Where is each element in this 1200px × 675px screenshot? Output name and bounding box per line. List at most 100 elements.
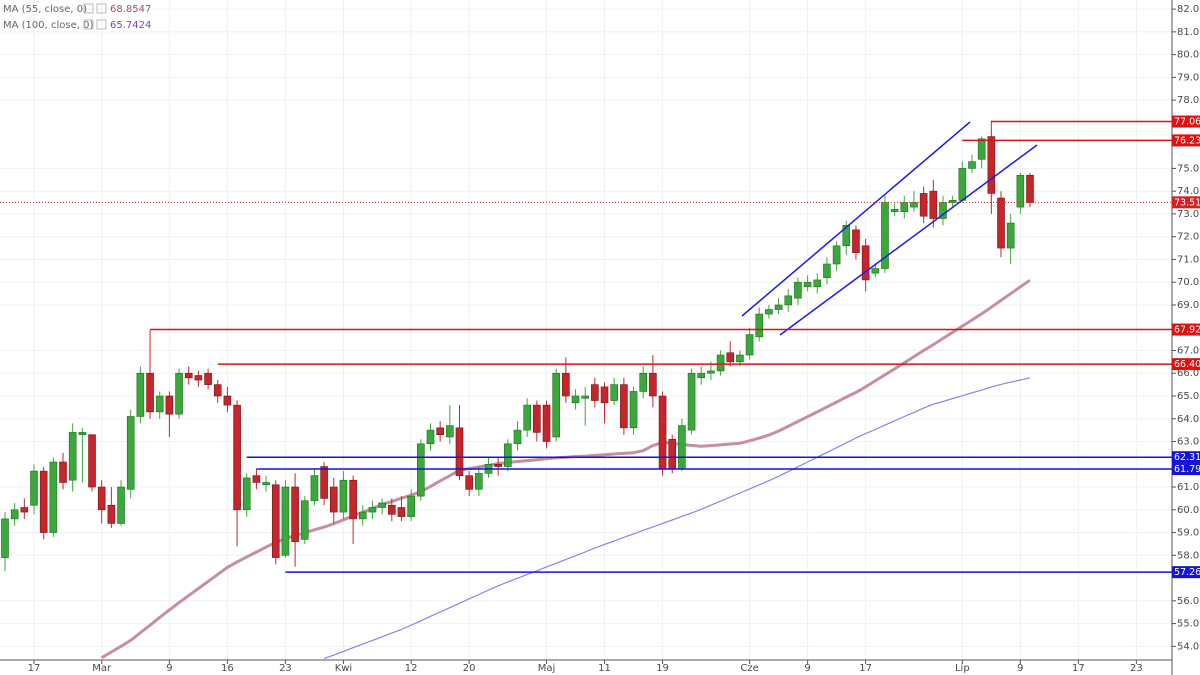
- candle-body: [291, 486, 299, 542]
- y-tick-label: 56.00: [1177, 596, 1200, 607]
- candle-body: [794, 281, 802, 299]
- level-box: [1172, 323, 1200, 336]
- level-label: 77.06: [1174, 117, 1200, 128]
- y-tick-label: 65.00: [1177, 391, 1200, 402]
- candle-body: [523, 404, 531, 431]
- candle-body: [571, 395, 580, 404]
- x-tick-label: 23: [279, 663, 292, 674]
- candle-body: [358, 511, 367, 520]
- x-tick-label: 9: [804, 663, 810, 674]
- x-tick-label: Lip: [955, 663, 970, 674]
- legend-name: MA (55, close, 0): [3, 4, 87, 15]
- candle-body: [378, 502, 386, 508]
- y-tick-label: 60.00: [1177, 505, 1200, 516]
- candle-body: [387, 504, 396, 515]
- x-tick-label: 23: [1130, 663, 1143, 674]
- legend: MA (55, close, 0) 68.8547 MA (100, close, …: [3, 3, 151, 31]
- candle-body: [513, 429, 522, 445]
- candle-body: [591, 384, 599, 401]
- candle-body: [136, 372, 145, 417]
- x-tick-label: 17: [859, 663, 872, 674]
- candle-body: [987, 136, 996, 194]
- legend-icon: [83, 3, 94, 14]
- x-tick-label: 12: [405, 663, 418, 674]
- level-box: [1172, 566, 1200, 579]
- candle-body: [194, 375, 203, 381]
- y-tick-label: 79.00: [1177, 72, 1200, 83]
- legend-icon: [96, 3, 107, 14]
- y-tick-label: 72.00: [1177, 232, 1200, 243]
- level-label: 76.23: [1174, 135, 1200, 146]
- candle-body: [126, 416, 135, 490]
- candle-body: [349, 479, 357, 520]
- candle-body: [552, 372, 560, 438]
- candle-body: [842, 225, 851, 247]
- candle-body: [368, 507, 377, 513]
- candle-body: [774, 304, 783, 310]
- y-tick-label: 69.00: [1177, 300, 1200, 311]
- candle-body: [213, 384, 222, 397]
- candle-body: [600, 386, 609, 404]
- candle-body: [233, 404, 241, 511]
- candle-body: [668, 438, 677, 470]
- candle-body: [475, 473, 483, 490]
- candle-body: [649, 372, 657, 397]
- level-label: 61.79: [1174, 464, 1200, 475]
- candle-body: [977, 138, 986, 160]
- y-tick-label: 80.00: [1177, 50, 1200, 61]
- candle-body: [910, 202, 918, 208]
- candle-body: [107, 504, 116, 524]
- candle-body: [320, 466, 328, 499]
- candle-body: [958, 168, 967, 201]
- candle-body: [832, 245, 841, 265]
- candle-body: [929, 190, 938, 219]
- candle-body: [68, 432, 77, 481]
- candle-body: [629, 391, 638, 429]
- candle-body: [765, 309, 773, 315]
- candle-body: [39, 470, 48, 533]
- x-tick-label: 16: [221, 663, 234, 674]
- candle-body: [639, 372, 648, 392]
- candle-body: [871, 268, 880, 274]
- y-tick-label: 82.00: [1177, 4, 1200, 15]
- y-tick-label: 70.00: [1177, 277, 1200, 288]
- level-box: [1172, 451, 1200, 464]
- candle-body: [271, 484, 280, 558]
- candle-body: [784, 295, 793, 306]
- candle-body: [146, 372, 154, 413]
- y-tick-label: 78.00: [1177, 95, 1200, 106]
- candle-body: [562, 372, 570, 397]
- candle-body: [678, 425, 686, 470]
- x-tick-label: Maj: [538, 663, 556, 674]
- candle-body: [707, 370, 715, 374]
- y-tick-label: 61.00: [1177, 482, 1200, 493]
- candle-body: [155, 395, 164, 413]
- candle-body: [184, 372, 193, 379]
- level-label: 67.92: [1174, 325, 1200, 336]
- level-box: [1172, 463, 1200, 476]
- candle-body: [997, 197, 1005, 249]
- candle-body: [242, 477, 251, 511]
- y-tick-label: 59.00: [1177, 528, 1200, 539]
- level-box: [1172, 134, 1200, 147]
- candle-body: [300, 500, 309, 540]
- candle-body: [446, 425, 454, 438]
- candle-body: [900, 202, 909, 212]
- candle-body: [542, 404, 551, 442]
- current-price-label: 73.51: [1174, 197, 1200, 208]
- candle-body: [262, 482, 270, 486]
- current-price-box: [1172, 196, 1200, 209]
- candle-body: [436, 427, 444, 435]
- candle-body: [88, 434, 96, 488]
- candle-body: [610, 384, 619, 401]
- x-tick-label: 20: [463, 663, 476, 674]
- y-tick-label: 71.00: [1177, 254, 1200, 265]
- level-label: 62.31: [1174, 452, 1200, 463]
- y-tick-label: 81.00: [1177, 27, 1200, 38]
- y-tick-label: 74.00: [1177, 186, 1200, 197]
- y-tick-label: 66.00: [1177, 368, 1200, 379]
- level-box: [1172, 358, 1200, 371]
- legend-value: 65.7424: [110, 20, 151, 31]
